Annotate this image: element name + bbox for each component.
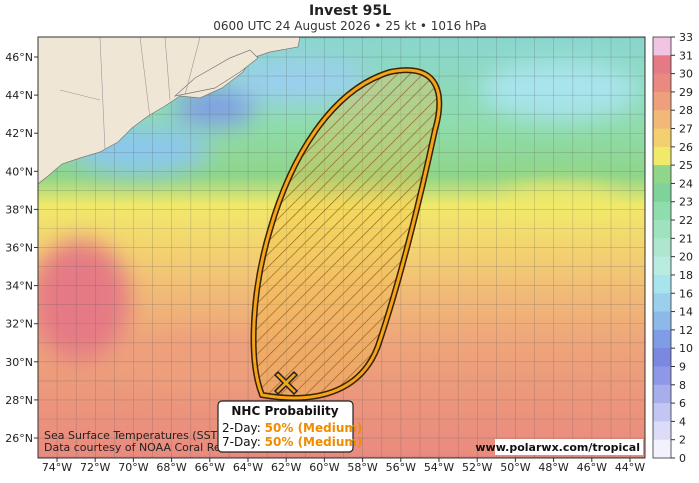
lat-label: 46°N bbox=[5, 51, 33, 64]
lon-label: 52°W bbox=[462, 461, 492, 474]
axis-labels: 74°W 72°W 70°W 68°W 66°W 64°W 62°W 60°W 58°W 56°W… bbox=[5, 51, 645, 474]
storm-marker bbox=[273, 370, 299, 396]
lon-label: 48°W bbox=[538, 461, 568, 474]
row-value: 50% (Medium) bbox=[265, 421, 363, 435]
colorbar-cell bbox=[653, 201, 671, 221]
lon-label: 74°W bbox=[42, 461, 72, 474]
lat-label: 34°N bbox=[5, 280, 33, 293]
legend-row: 2-Day: 50% (Medium) bbox=[222, 421, 362, 435]
colorbar-cell bbox=[653, 73, 671, 93]
colorbar-label: 14 bbox=[679, 306, 693, 319]
colorbar-label: 31 bbox=[679, 49, 693, 62]
colorbar-label: 25 bbox=[679, 159, 693, 172]
legend: NHC Probability 2-Day: 50% (Medium) 7-Da… bbox=[217, 400, 362, 453]
colorbar-label: 28 bbox=[679, 104, 693, 117]
colorbar-cell bbox=[653, 37, 671, 56]
colorbar-label: 33 bbox=[679, 31, 693, 44]
lon-label: 62°W bbox=[271, 461, 301, 474]
row-label: 7-Day: bbox=[222, 435, 261, 449]
colorbar-cell bbox=[653, 348, 671, 367]
colorbar-label: 12 bbox=[679, 324, 693, 337]
colorbar-cell bbox=[653, 91, 671, 111]
colorbar-cell bbox=[653, 55, 671, 75]
colorbar-label: 4 bbox=[679, 415, 686, 428]
lon-label: 68°W bbox=[156, 461, 186, 474]
lon-label: 50°W bbox=[500, 461, 530, 474]
lon-label: 54°W bbox=[424, 461, 454, 474]
colorbar-cell bbox=[653, 256, 671, 276]
lon-label: 70°W bbox=[118, 461, 148, 474]
legend-row: 7-Day: 50% (Medium) bbox=[222, 435, 362, 449]
colorbar-label: 6 bbox=[679, 397, 686, 410]
lon-label: 56°W bbox=[386, 461, 416, 474]
colorbar-label: 29 bbox=[679, 86, 693, 99]
nova-scotia bbox=[173, 49, 259, 97]
subtitle: 0600 UTC 24 August 2026 • 25 kt • 1016 h… bbox=[213, 19, 487, 33]
lat-label: 42°N bbox=[5, 127, 33, 140]
colorbar-label: 20 bbox=[679, 251, 693, 264]
colorbar-label: 16 bbox=[679, 287, 693, 300]
colorbar-cell bbox=[653, 421, 671, 441]
colorbar-cell bbox=[653, 384, 671, 404]
lat-label: 28°N bbox=[5, 394, 33, 407]
colorbar-cell bbox=[653, 366, 671, 386]
lon-label: 58°W bbox=[347, 461, 377, 474]
source-url: www.polarwx.com/tropical bbox=[475, 441, 640, 454]
lat-label: 26°N bbox=[5, 432, 33, 445]
lat-label: 32°N bbox=[5, 318, 33, 331]
colorbar-label: 0 bbox=[679, 452, 686, 465]
colorbar-cell bbox=[653, 183, 671, 203]
lon-label: 66°W bbox=[195, 461, 225, 474]
colorbar-label: 2 bbox=[679, 434, 686, 447]
lat-label: 30°N bbox=[5, 356, 33, 369]
colorbar-label: 26 bbox=[679, 141, 693, 154]
outlook-outline bbox=[252, 68, 441, 400]
colorbar-label: 27 bbox=[679, 123, 693, 136]
colorbar-cell bbox=[653, 220, 671, 239]
colorbar-label: 8 bbox=[679, 379, 686, 392]
credit-line: Sea Surface Temperatures (SST) in bbox=[44, 429, 235, 442]
colorbar-cell bbox=[653, 165, 671, 184]
title: Invest 95L bbox=[309, 3, 391, 19]
lon-label: 60°W bbox=[309, 461, 339, 474]
url-box bbox=[495, 439, 643, 455]
lat-label: 36°N bbox=[5, 242, 33, 255]
credit-line: Data courtesy of NOAA Coral Reef bbox=[44, 441, 232, 454]
colorbar-cell bbox=[653, 439, 671, 459]
borders bbox=[59, 37, 201, 151]
sst-patches bbox=[38, 55, 640, 385]
lon-label: 64°W bbox=[233, 461, 263, 474]
row-value: 50% (Medium) bbox=[265, 435, 363, 449]
colorbar-cell bbox=[653, 146, 671, 166]
lat-label: 38°N bbox=[5, 203, 33, 216]
lon-label: 46°W bbox=[577, 461, 607, 474]
colorbar-cell bbox=[653, 311, 671, 331]
legend-title: NHC Probability bbox=[231, 404, 338, 418]
colorbar-label: 30 bbox=[679, 68, 693, 81]
colorbar-frame bbox=[652, 36, 672, 459]
lon-label: 44°W bbox=[615, 461, 645, 474]
colorbar-cell bbox=[653, 274, 671, 294]
row-label: 2-Day: bbox=[222, 421, 261, 435]
colorbar-cell bbox=[653, 110, 671, 130]
colorbar-cell bbox=[653, 329, 671, 349]
colorbar-label: 24 bbox=[679, 177, 693, 190]
colorbar-cell bbox=[653, 128, 671, 148]
lon-label: 72°W bbox=[80, 461, 110, 474]
colorbar-cell bbox=[653, 293, 671, 313]
colorbar-label: 22 bbox=[679, 214, 693, 227]
colorbar-label: 21 bbox=[679, 232, 693, 245]
map-area bbox=[38, 37, 645, 458]
colorbar-label: 18 bbox=[679, 269, 693, 282]
colorbar-label: 23 bbox=[679, 196, 693, 209]
lat-label: 44°N bbox=[5, 89, 33, 102]
colorbar-label: 10 bbox=[679, 342, 693, 355]
lat-label: 40°N bbox=[5, 165, 33, 178]
colorbar-cell bbox=[653, 238, 671, 258]
colorbar-label: 9 bbox=[679, 360, 686, 373]
colorbar-cell bbox=[653, 403, 671, 422]
colorbar: 3331302928272625242322212018161412109864… bbox=[652, 31, 693, 465]
